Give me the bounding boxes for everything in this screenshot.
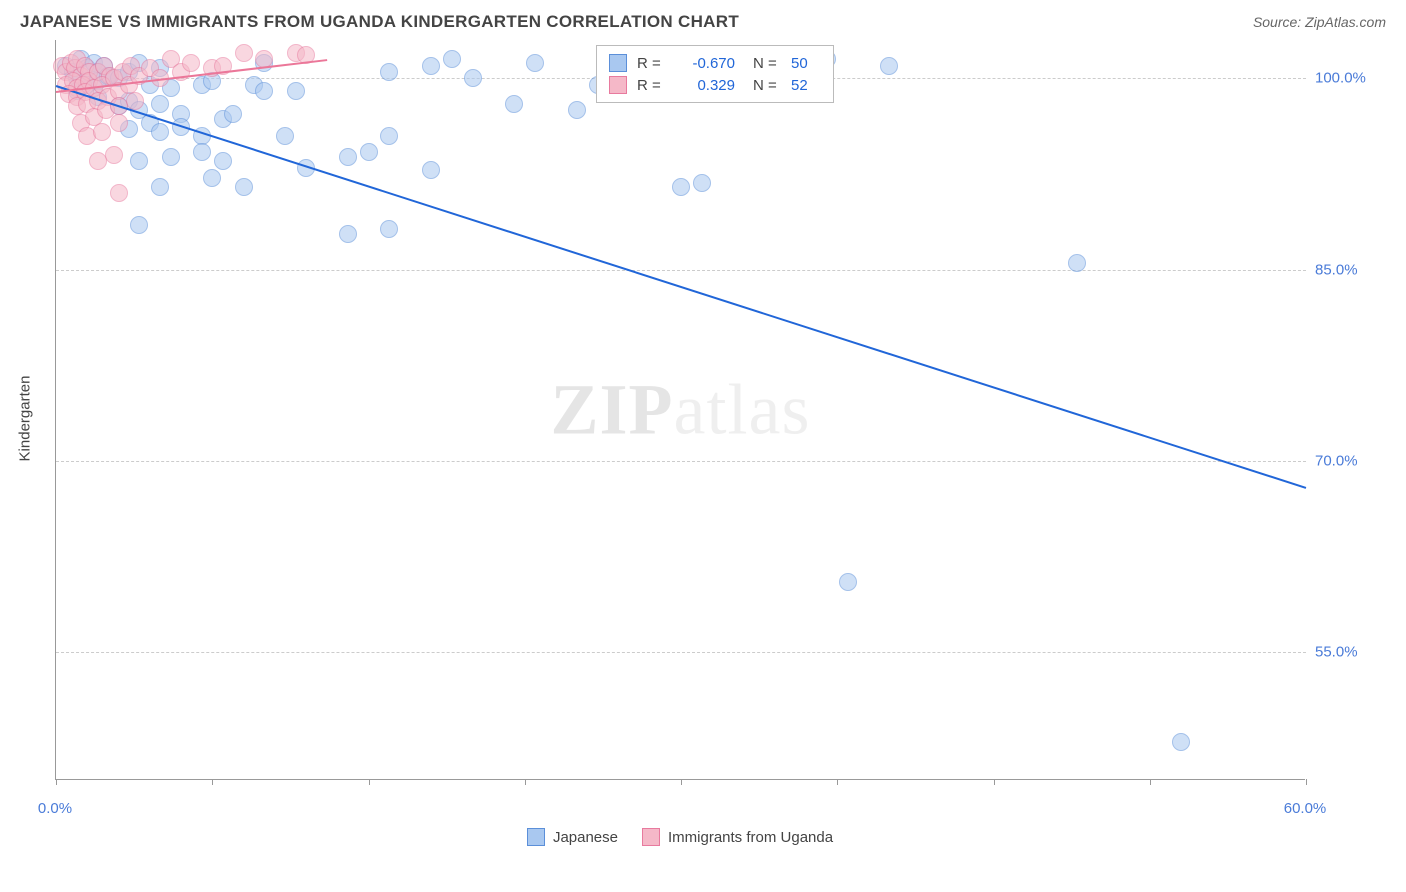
data-point	[89, 152, 107, 170]
data-point	[339, 148, 357, 166]
y-axis-label: Kindergarten	[17, 376, 34, 462]
data-point	[105, 146, 123, 164]
legend-row-japanese: R = -0.670 N = 50	[609, 52, 821, 74]
x-tick	[994, 779, 995, 785]
data-point	[464, 69, 482, 87]
x-tick	[369, 779, 370, 785]
data-point	[255, 82, 273, 100]
data-point	[151, 123, 169, 141]
data-point	[839, 573, 857, 591]
swatch-pink	[642, 828, 660, 846]
x-tick	[525, 779, 526, 785]
x-tick	[837, 779, 838, 785]
x-tick-label: 0.0%	[38, 800, 72, 817]
grid-line-h	[56, 270, 1306, 271]
y-tick-label: 55.0%	[1315, 644, 1358, 661]
watermark: ZIPatlas	[551, 368, 811, 451]
data-point	[110, 114, 128, 132]
swatch-blue	[527, 828, 545, 846]
x-tick	[1306, 779, 1307, 785]
data-point	[193, 143, 211, 161]
chart-title: JAPANESE VS IMMIGRANTS FROM UGANDA KINDE…	[20, 12, 739, 32]
data-point	[162, 148, 180, 166]
data-point	[1172, 733, 1190, 751]
data-point	[110, 184, 128, 202]
swatch-pink	[609, 76, 627, 94]
data-point	[182, 54, 200, 72]
data-point	[235, 44, 253, 62]
data-point	[214, 152, 232, 170]
plot-area: ZIPatlas R = -0.670 N = 50 R = 0.329 N =…	[55, 40, 1305, 780]
swatch-blue	[609, 54, 627, 72]
trend-line	[56, 85, 1307, 489]
data-point	[130, 216, 148, 234]
grid-line-h	[56, 652, 1306, 653]
legend-row-uganda: R = 0.329 N = 52	[609, 74, 821, 96]
data-point	[235, 178, 253, 196]
data-point	[224, 105, 242, 123]
data-point	[151, 178, 169, 196]
data-point	[203, 169, 221, 187]
data-point	[526, 54, 544, 72]
correlation-legend: R = -0.670 N = 50 R = 0.329 N = 52	[596, 45, 834, 103]
grid-line-h	[56, 461, 1306, 462]
data-point	[568, 101, 586, 119]
data-point	[1068, 254, 1086, 272]
source-attribution: Source: ZipAtlas.com	[1253, 14, 1386, 30]
data-point	[422, 161, 440, 179]
data-point	[360, 143, 378, 161]
data-point	[422, 57, 440, 75]
data-point	[276, 127, 294, 145]
y-tick-label: 70.0%	[1315, 453, 1358, 470]
y-tick-label: 85.0%	[1315, 261, 1358, 278]
data-point	[287, 82, 305, 100]
data-point	[93, 123, 111, 141]
x-tick	[1150, 779, 1151, 785]
data-point	[380, 220, 398, 238]
legend-item-japanese: Japanese	[527, 828, 618, 846]
y-tick-label: 100.0%	[1315, 70, 1366, 87]
chart-container: Kindergarten ZIPatlas R = -0.670 N = 50 …	[55, 40, 1386, 800]
legend-item-uganda: Immigrants from Uganda	[642, 828, 833, 846]
data-point	[380, 63, 398, 81]
x-tick	[212, 779, 213, 785]
data-point	[443, 50, 461, 68]
data-point	[151, 95, 169, 113]
data-point	[380, 127, 398, 145]
data-point	[672, 178, 690, 196]
data-point	[339, 225, 357, 243]
series-legend: Japanese Immigrants from Uganda	[55, 828, 1305, 846]
x-tick-label: 60.0%	[1284, 800, 1327, 817]
data-point	[130, 152, 148, 170]
data-point	[505, 95, 523, 113]
x-tick	[681, 779, 682, 785]
data-point	[880, 57, 898, 75]
data-point	[693, 174, 711, 192]
x-tick	[56, 779, 57, 785]
